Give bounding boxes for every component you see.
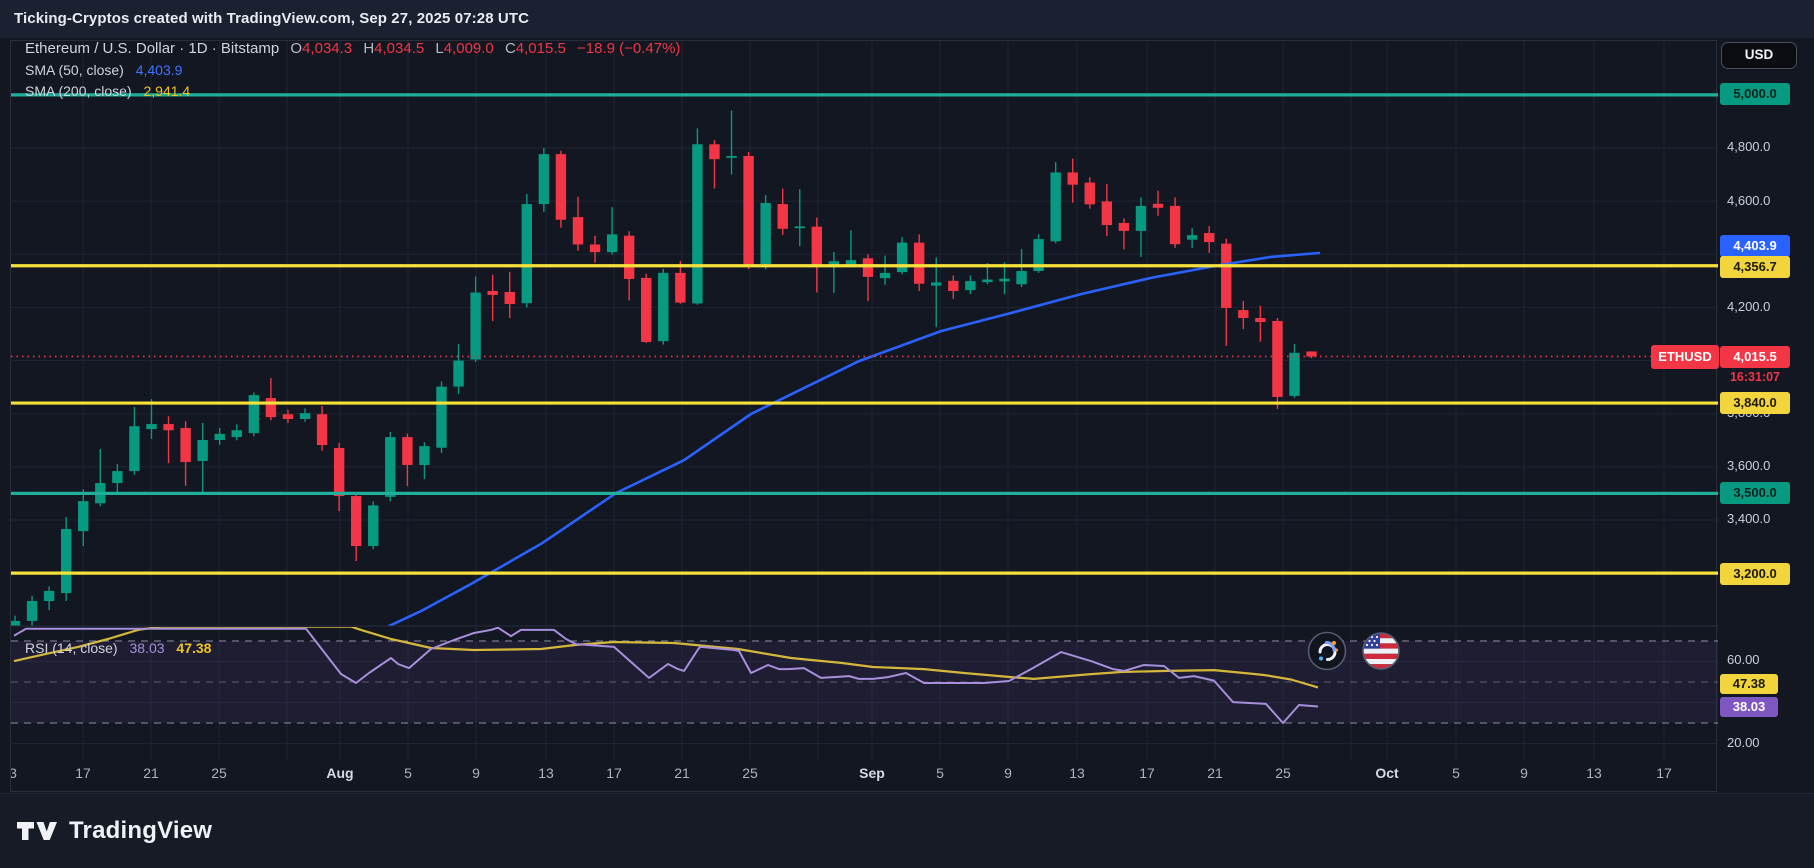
rsi-label: RSI (14, close) — [25, 640, 118, 656]
snapshot-title: Ticking-Cryptos created with TradingView… — [14, 10, 530, 27]
snapshot-title-bar: Ticking-Cryptos created with TradingView… — [0, 0, 1814, 38]
time-axis-label: 3 — [11, 765, 17, 781]
time-axis-label: 13 — [538, 765, 554, 781]
price-line-label: 3,200.0 — [1720, 563, 1790, 585]
open-value: 4,034.3 — [302, 40, 353, 57]
time-axis-label: 5 — [1452, 765, 1460, 781]
low-value: 4,009.0 — [443, 40, 494, 57]
time-axis-label: 5 — [936, 765, 944, 781]
footer-bar: TradingView — [0, 793, 1814, 868]
sma50-value: 4,403.9 — [135, 62, 183, 78]
time-axis-label: 25 — [211, 765, 227, 781]
time-axis-label: Aug — [326, 765, 353, 781]
time-axis-label: 9 — [1520, 765, 1528, 781]
high-value: 4,034.5 — [374, 40, 425, 57]
price-axis-label: 3,600.0 — [1727, 458, 1771, 473]
price-axis-label: 4,600.0 — [1727, 193, 1771, 208]
bar-countdown: 16:31:07 — [1729, 370, 1781, 384]
time-axis-label: 17 — [75, 765, 91, 781]
time-axis-label: 13 — [1586, 765, 1602, 781]
ticker-logo-swirl-icon — [1307, 631, 1347, 671]
sma50-label: SMA (50, close) — [25, 62, 124, 78]
time-axis-label: 21 — [143, 765, 159, 781]
time-axis-label: Oct — [1375, 765, 1399, 781]
change-value: −18.9 (−0.47%) — [577, 40, 681, 57]
symbol-title: Ethereum / U.S. Dollar · 1D · Bitstamp — [25, 40, 280, 57]
price-line-label: 4,403.9 — [1720, 235, 1790, 257]
close-value: 4,015.5 — [515, 40, 566, 57]
price-line-label: 4,015.5 — [1720, 346, 1790, 368]
price-axis-label: 4,200.0 — [1727, 299, 1771, 314]
price-line-label: 5,000.0 — [1720, 83, 1790, 105]
sma200-legend: SMA (200, close) 2,941.4 — [25, 81, 190, 101]
time-axis-label: 21 — [674, 765, 690, 781]
time-axis-label: 17 — [606, 765, 622, 781]
close-label: C — [504, 40, 516, 57]
time-axis-label: 25 — [1275, 765, 1291, 781]
price-line-label: 38.03 — [1720, 697, 1778, 717]
price-line-label: 47.38 — [1720, 674, 1778, 694]
time-axis-label: 17 — [1139, 765, 1155, 781]
time-axis-label: 9 — [1004, 765, 1012, 781]
rsi-value: 38.03 — [129, 640, 165, 656]
price-axis-label: 60.00 — [1727, 652, 1760, 667]
time-axis-label: Sep — [859, 765, 885, 781]
time-axis-label: 17 — [1656, 765, 1672, 781]
time-axis-label: 13 — [1069, 765, 1085, 781]
us-flag-icon — [1361, 631, 1401, 671]
sma200-label: SMA (200, close) — [25, 83, 132, 99]
high-label: H — [363, 40, 375, 57]
rsi-ma-value: 47.38 — [176, 640, 212, 656]
symbol-legend: Ethereum / U.S. Dollar · 1D · Bitstamp O… — [25, 39, 680, 59]
chart-area[interactable]: 3 17 21 25 Aug 5 9 13 17 21 25 Sep 5 9 13 17 21 25 Oct 5 9 13… — [10, 39, 1718, 793]
rsi-legend: RSI (14, close) 38.03 47.38 — [25, 638, 211, 658]
price-axis-label: 20.00 — [1727, 735, 1760, 750]
price-axis-label: 3,400.0 — [1727, 511, 1771, 526]
time-axis-label: 21 — [1207, 765, 1223, 781]
sma200-value: 2,941.4 — [143, 83, 191, 99]
time-axis-label: 5 — [404, 765, 412, 781]
price-line-label: 3,840.0 — [1720, 392, 1790, 414]
time-axis-label: 9 — [472, 765, 480, 781]
chart-canvas[interactable]: 3 17 21 25 Aug 5 9 13 17 21 25 Sep 5 9 13 17 21 25 Oct 5 9 13… — [11, 41, 1718, 793]
low-label: L — [435, 40, 444, 57]
price-axis-label: 4,800.0 — [1727, 139, 1771, 154]
symbol-price-tag: ETHUSD — [1651, 345, 1719, 369]
time-axis-label: 25 — [742, 765, 758, 781]
price-line-label: 3,500.0 — [1720, 482, 1790, 504]
price-line-label: 4,356.7 — [1720, 256, 1790, 278]
tradingview-logo-icon[interactable] — [16, 820, 58, 842]
sma50-legend: SMA (50, close) 4,403.9 — [25, 60, 182, 80]
currency-toggle-button[interactable]: USD — [1721, 42, 1797, 69]
open-label: O — [290, 40, 303, 57]
price-axis[interactable]: 4,800.04,600.04,200.03,800.03,600.03,400… — [1717, 40, 1814, 792]
tradingview-brand-text[interactable]: TradingView — [69, 817, 213, 844]
